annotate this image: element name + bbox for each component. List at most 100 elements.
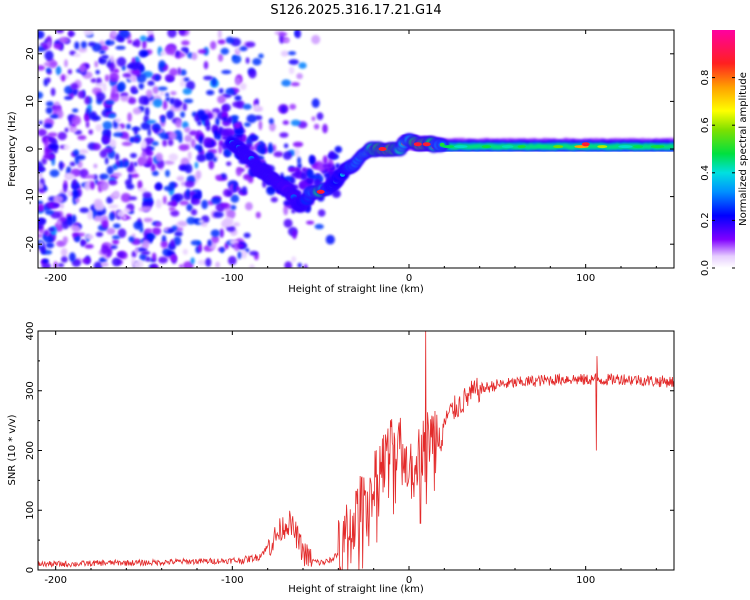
noise-blob (232, 101, 242, 108)
noise-blob (198, 219, 205, 224)
noise-blob (245, 41, 256, 48)
noise-blob (104, 157, 109, 165)
noise-blob (188, 130, 198, 136)
noise-blob (40, 246, 47, 255)
ridge-noise-blob (291, 171, 301, 178)
noise-blob (108, 204, 119, 209)
noise-blob (132, 74, 137, 83)
x-tick-label: -200 (44, 575, 67, 586)
noise-blob (109, 138, 117, 149)
noise-blob (283, 143, 289, 149)
x-tick-label: 100 (576, 273, 595, 284)
noise-blob (108, 112, 117, 119)
noise-blob (145, 89, 153, 99)
ridge-hotspot (650, 145, 665, 149)
noise-blob (225, 36, 234, 44)
noise-blob (294, 30, 302, 39)
noise-blob (128, 62, 139, 70)
noise-blob (136, 247, 147, 252)
noise-blob (181, 121, 189, 129)
noise-blob (48, 227, 55, 232)
noise-blob (50, 87, 56, 97)
noise-blob (292, 141, 304, 148)
noise-blob (140, 122, 151, 130)
ridge-noise-blob (334, 145, 343, 154)
ridge-hotspot (454, 145, 468, 149)
noise-blob (154, 222, 162, 227)
noise-blob (141, 250, 151, 256)
noise-blob (68, 115, 73, 126)
noise-blob (64, 59, 68, 68)
ridge-hotspot (536, 145, 548, 149)
noise-blob (174, 231, 183, 237)
spectrogram-x-label: Height of straight line (km) (288, 284, 424, 295)
noise-blob (212, 111, 217, 120)
noise-blob (143, 217, 153, 223)
noise-blob (221, 104, 228, 115)
noise-blob (245, 57, 250, 64)
noise-blob (145, 37, 155, 42)
noise-blob (87, 41, 96, 47)
noise-blob (278, 32, 288, 37)
noise-blob (171, 200, 177, 207)
y-tick-label: 20 (25, 47, 36, 60)
ridge-noise-blob (233, 122, 241, 129)
noise-blob (152, 86, 159, 94)
noise-blob (151, 252, 157, 262)
ridge-noise-blob (234, 128, 245, 135)
noise-blob (147, 80, 155, 86)
noise-blob (184, 48, 189, 55)
noise-blob (166, 110, 175, 120)
noise-blob (94, 60, 99, 68)
noise-blob (72, 178, 78, 188)
noise-blob (53, 43, 63, 50)
noise-blob (133, 161, 138, 167)
noise-blob (82, 257, 91, 264)
noise-blob (164, 45, 176, 55)
noise-blob (38, 218, 46, 226)
noise-blob (133, 126, 138, 136)
noise-blob (138, 49, 148, 58)
x-tick-label: -200 (44, 273, 67, 284)
noise-blob (93, 261, 103, 268)
noise-blob (130, 86, 138, 94)
noise-blob (92, 143, 101, 151)
noise-blob (168, 131, 177, 140)
noise-blob (237, 243, 245, 249)
figure-title: S126.2025.316.17.21.G14 (270, 3, 441, 18)
noise-blob (230, 204, 237, 211)
noise-blob (150, 263, 159, 268)
noise-blob (112, 191, 120, 198)
noise-blob (120, 192, 131, 203)
noise-blob (38, 200, 44, 205)
noise-blob (190, 138, 196, 148)
noise-blob (167, 139, 174, 146)
snr-x-label: Height of straight line (km) (288, 584, 424, 595)
noise-blob (283, 37, 290, 44)
noise-blob (281, 79, 292, 87)
ridge-noise-blob (284, 175, 292, 182)
noise-blob (167, 250, 173, 257)
noise-blob (317, 209, 326, 217)
noise-blob (186, 216, 196, 225)
noise-blob (177, 220, 188, 227)
noise-blob (248, 69, 257, 79)
noise-blob (70, 82, 79, 90)
noise-blob (128, 172, 133, 183)
noise-blob (123, 208, 131, 214)
spectrogram-noise-blobs (38, 30, 343, 268)
ridge-noise-blob (266, 185, 276, 196)
noise-blob (211, 235, 220, 244)
noise-blob (57, 240, 67, 247)
snr-panel: -200 -100 0 100 0 100 200 300 400 Height of stra… (7, 321, 675, 595)
noise-blob (297, 262, 302, 268)
noise-blob (121, 141, 133, 146)
noise-blob (95, 231, 104, 237)
noise-blob (179, 200, 190, 206)
noise-blob (78, 47, 88, 53)
y-tick-label: 10 (25, 95, 36, 108)
noise-blob (131, 68, 141, 76)
colorbar-gradient (712, 30, 735, 268)
noise-blob (213, 211, 224, 218)
